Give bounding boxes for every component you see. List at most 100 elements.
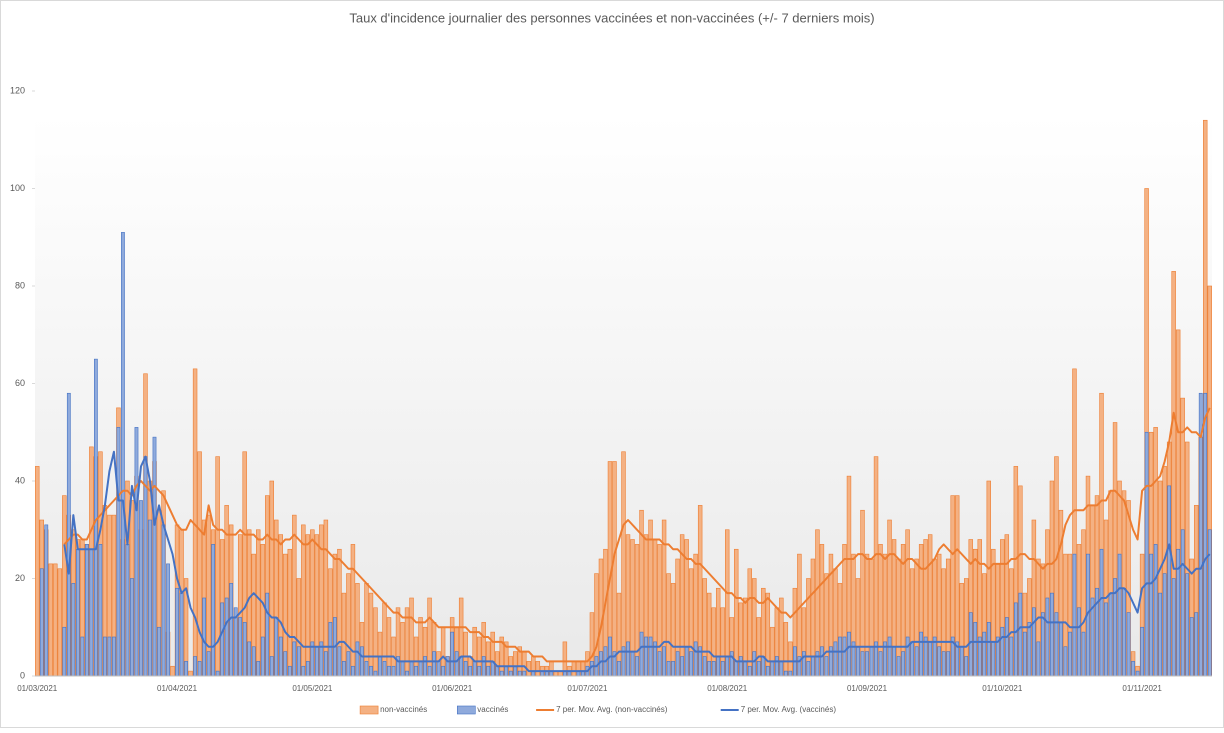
bar [842,636,847,677]
bar [865,651,869,677]
bar [436,661,441,677]
bar [450,631,455,677]
bar [571,661,577,677]
bar [1162,573,1167,677]
bar [747,568,752,677]
bar [860,509,865,677]
bar [1131,661,1135,677]
bar [441,665,445,677]
y-tick-label: 80 [15,280,25,290]
bar [301,524,306,677]
bar [716,656,721,677]
bar [1158,592,1163,677]
bar [621,451,626,677]
bar [815,651,820,677]
bar [761,656,766,677]
bar [148,519,152,677]
bar [869,646,874,677]
bar [770,661,775,677]
bar [1135,670,1140,677]
y-tick-label: 60 [15,378,25,388]
bar [71,583,76,677]
bar [630,651,635,677]
bar [702,656,707,677]
bar [139,500,143,677]
bar [269,656,274,677]
bar [919,631,924,677]
bar [657,651,662,677]
bar [405,670,409,677]
bar [860,651,865,677]
bar [910,641,914,677]
bar [499,670,504,677]
bar [707,661,712,677]
bar [305,534,311,677]
bar [1189,617,1194,677]
bar [847,631,851,677]
bar [689,651,694,677]
bar [752,651,757,677]
bar [1027,622,1032,677]
bar [802,651,806,677]
bar [477,665,482,677]
bar [711,661,716,677]
bar [314,646,319,677]
x-tick-label: 01/09/2021 [847,684,888,693]
bar [1140,626,1144,677]
bar [1194,612,1199,677]
bar [166,563,170,677]
bar [242,622,247,677]
bar [1072,553,1077,677]
bar [991,641,996,677]
bar [215,670,220,677]
bar [193,656,197,677]
bar [57,568,63,677]
bar [224,597,229,677]
bar [1144,431,1149,677]
bar [774,656,779,677]
bar [296,646,301,677]
bar [206,651,211,677]
bar [982,631,987,677]
bar [134,427,139,677]
bar [824,656,829,677]
bar [729,651,734,677]
chart-title: Taux d'incidence journalier des personne… [349,10,874,25]
bar [856,646,860,677]
bar [364,661,369,677]
bar [905,636,910,677]
x-tick-label: 01/06/2021 [432,684,473,693]
bar [292,641,297,677]
bar [337,646,342,677]
bar [617,661,621,677]
bar [725,656,730,677]
legend-label: non-vaccinés [380,705,427,714]
bar [743,661,748,677]
bar [946,651,951,677]
bar [486,665,491,677]
bar [820,646,824,677]
bar [459,656,464,677]
bar [391,665,396,677]
y-tick-label: 100 [10,183,25,193]
bar [648,636,653,677]
bar [1104,602,1108,677]
bar [612,461,617,677]
bar [202,597,206,677]
bar [44,524,49,677]
bar [130,578,134,677]
bar [1013,602,1018,677]
bar [432,651,436,677]
bar [666,573,671,677]
bar [328,622,333,677]
bar [725,529,730,677]
bar [170,665,175,677]
bar [535,661,541,677]
bar [1117,553,1122,677]
bar [964,656,969,677]
bar [278,636,283,677]
bar [635,656,639,677]
bar [662,646,666,677]
bar [1153,544,1158,677]
bar [779,661,784,677]
